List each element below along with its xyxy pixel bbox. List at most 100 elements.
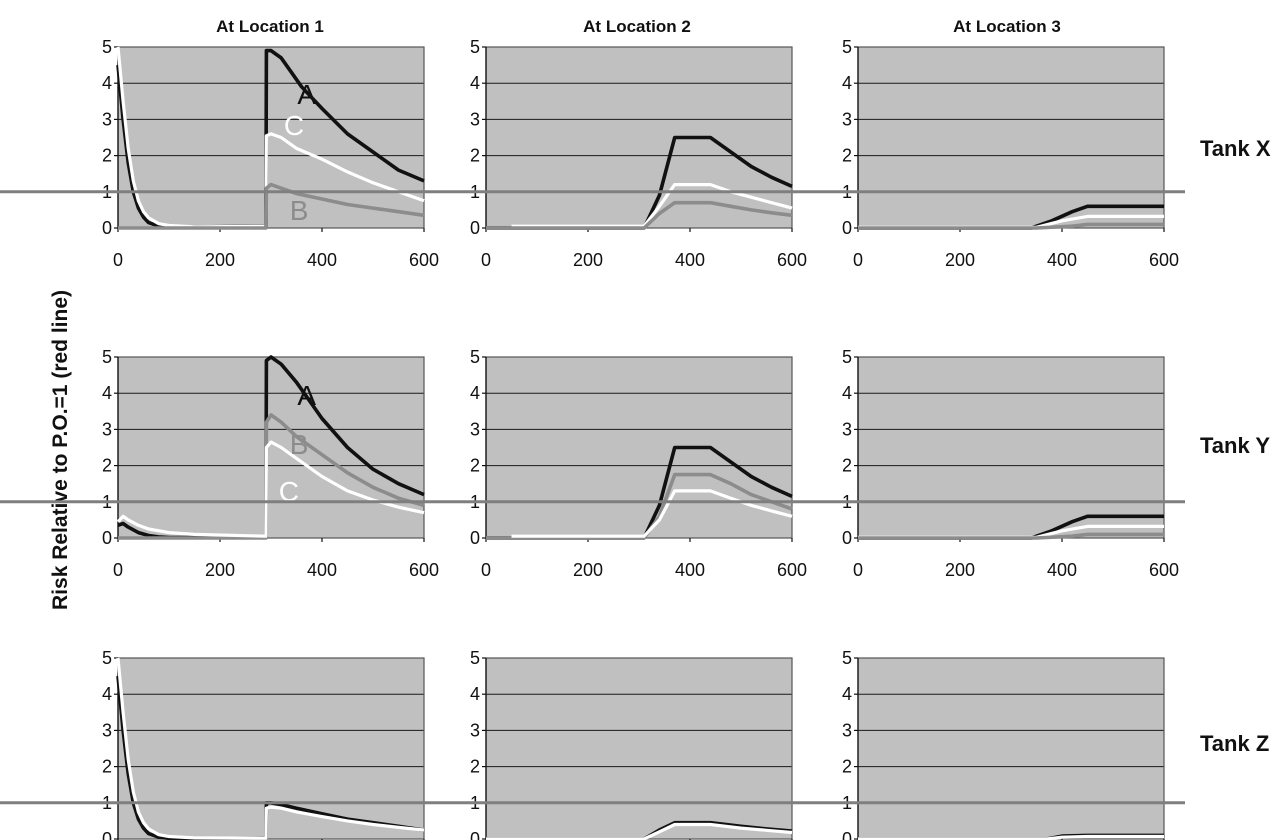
x-tick-label: 200: [205, 250, 235, 270]
panel-r3-c1: 012345: [102, 648, 425, 840]
x-tick-label: 400: [1047, 560, 1077, 580]
x-tick-label: 600: [777, 560, 807, 580]
y-tick-label: 3: [842, 720, 852, 740]
y-tick-label: 0: [102, 528, 112, 548]
series-line-A: [116, 48, 425, 230]
x-tick-label: 200: [945, 250, 975, 270]
y-tick-label: 3: [102, 720, 112, 740]
plot-area: [858, 357, 1164, 538]
y-tick-label: 5: [842, 648, 852, 668]
y-tick-label: 0: [842, 528, 852, 548]
series-line-A: [486, 445, 793, 540]
plot-area: [486, 47, 792, 228]
y-tick-label: 4: [842, 73, 852, 93]
y-tick-label: 5: [842, 347, 852, 367]
row-label-tank-x: Tank X: [1200, 136, 1271, 161]
y-tick-label: 4: [470, 383, 480, 403]
x-tick-label: 400: [1047, 250, 1077, 270]
series-line-C: [486, 822, 793, 840]
plot-area: [858, 47, 1164, 228]
series-line-C: [116, 440, 425, 538]
y-tick-label: 3: [470, 720, 480, 740]
y-tick-label: 3: [842, 419, 852, 439]
y-tick-label: 2: [102, 757, 112, 777]
x-tick-label: 200: [573, 560, 603, 580]
y-tick-label: 3: [102, 419, 112, 439]
series-label-B: B: [290, 429, 309, 460]
x-tick-label: 200: [205, 560, 235, 580]
y-tick-label: 0: [842, 218, 852, 238]
panel-r1-c2: 0123450200400600: [470, 37, 807, 270]
row-label-tank-y: Tank Y: [1200, 433, 1270, 458]
y-tick-label: 4: [842, 684, 852, 704]
series-label-C: C: [284, 110, 304, 141]
panel-r3-c3: 012345: [842, 648, 1165, 840]
y-tick-label: 0: [470, 528, 480, 548]
y-tick-label: 0: [842, 829, 852, 840]
x-tick-label: 400: [675, 250, 705, 270]
series-line-C: [858, 834, 1164, 840]
y-tick-label: 4: [470, 684, 480, 704]
x-tick-label: 0: [853, 560, 863, 580]
series-line-B: [858, 222, 1164, 230]
x-tick-label: 200: [573, 250, 603, 270]
x-tick-label: 600: [1149, 250, 1179, 270]
y-tick-label: 4: [102, 383, 112, 403]
plot-area: [118, 658, 424, 839]
panels: 0123450200400600ACB012345020040060001234…: [102, 37, 1179, 840]
x-tick-label: 600: [777, 250, 807, 270]
plot-area: [118, 47, 424, 228]
series-label-A: A: [297, 380, 316, 411]
y-tick-label: 0: [470, 218, 480, 238]
x-tick-label: 0: [481, 250, 491, 270]
y-tick-label: 4: [842, 383, 852, 403]
x-tick-label: 600: [1149, 560, 1179, 580]
y-tick-label: 0: [102, 218, 112, 238]
column-title-location-2: At Location 2: [583, 17, 691, 36]
y-tick-label: 5: [470, 648, 480, 668]
y-tick-label: 2: [470, 146, 480, 166]
plot-area: [486, 357, 792, 538]
series-label-C: C: [279, 476, 299, 507]
reference-lines: [0, 190, 1185, 805]
plot-area: [486, 658, 792, 839]
y-tick-label: 2: [842, 757, 852, 777]
x-tick-label: 0: [853, 250, 863, 270]
y-tick-label: 4: [102, 73, 112, 93]
y-tick-label: 3: [842, 109, 852, 129]
y-tick-label: 5: [842, 37, 852, 57]
y-tick-label: 5: [470, 347, 480, 367]
y-tick-label: 2: [842, 456, 852, 476]
series-line-C: [511, 183, 793, 228]
y-tick-label: 2: [470, 456, 480, 476]
series-line-B: [858, 532, 1164, 540]
column-title-location-1: At Location 1: [216, 17, 324, 36]
x-tick-label: 200: [945, 560, 975, 580]
y-tick-label: 3: [470, 419, 480, 439]
y-tick-label: 4: [470, 73, 480, 93]
series-label-A: A: [297, 79, 316, 110]
row-label-tank-z: Tank Z: [1200, 731, 1269, 756]
series-line-A: [117, 355, 425, 540]
series-line-B: [118, 182, 425, 230]
panel-r2-c1: 0123450200400600ABC: [102, 347, 439, 580]
x-tick-label: 400: [307, 250, 337, 270]
x-tick-label: 0: [113, 560, 123, 580]
panel-r1-c3: 0123450200400600: [842, 37, 1179, 270]
panel-r1-c1: 0123450200400600ACB: [102, 37, 439, 270]
column-title-location-3: At Location 3: [953, 17, 1061, 36]
series-label-B: B: [290, 195, 309, 226]
y-tick-label: 5: [102, 648, 112, 668]
y-tick-label: 3: [470, 109, 480, 129]
y-tick-label: 3: [102, 109, 112, 129]
x-tick-label: 0: [481, 560, 491, 580]
y-tick-label: 2: [102, 456, 112, 476]
panel-r2-c2: 0123450200400600: [470, 347, 807, 580]
x-tick-label: 400: [675, 560, 705, 580]
y-tick-label: 0: [102, 829, 112, 840]
y-tick-label: 5: [102, 347, 112, 367]
y-tick-label: 5: [470, 37, 480, 57]
plot-area: [858, 658, 1164, 839]
y-axis-label: Risk Relative to P.O.=1 (red line): [49, 290, 72, 610]
